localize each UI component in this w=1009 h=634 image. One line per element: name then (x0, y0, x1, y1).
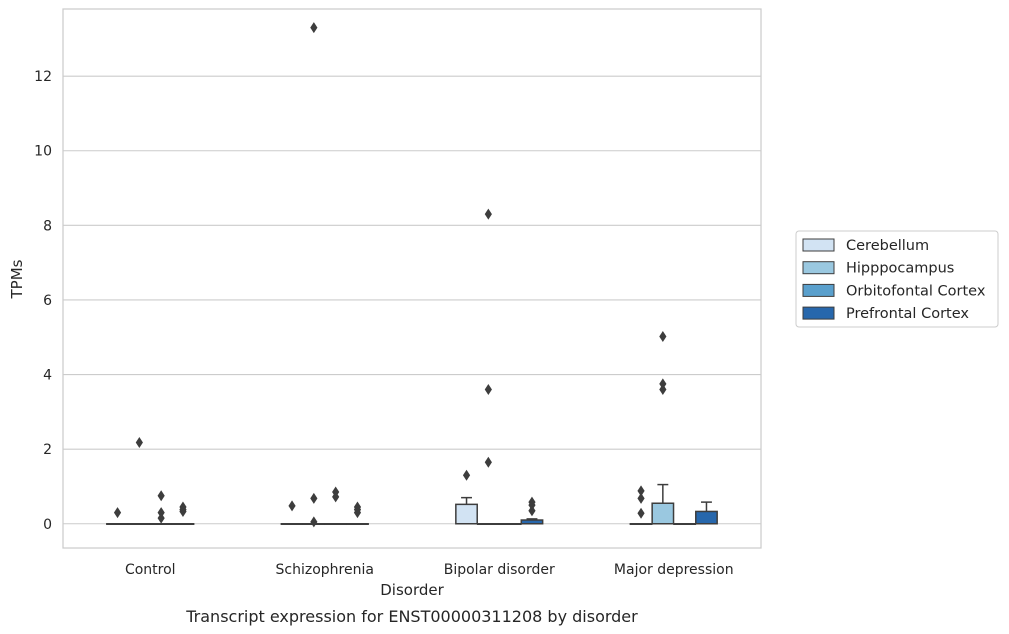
plot-frame (62, 8, 762, 549)
outlier-point (659, 378, 667, 390)
legend-label: Orbitofontal Cortex (846, 283, 986, 299)
box-group (324, 486, 348, 526)
outlier-point (637, 507, 645, 519)
box-group (127, 436, 151, 526)
box-group (346, 501, 369, 526)
outlier-point (528, 499, 536, 511)
box-group (280, 500, 304, 526)
y-tick-label: 8 (43, 218, 52, 234)
x-tick-label: Bipolar disorder (444, 562, 555, 578)
outlier-point (659, 383, 667, 395)
outlier-point (179, 505, 187, 517)
outlier-point (157, 512, 165, 524)
box-group (455, 469, 478, 525)
y-tick-label: 12 (34, 69, 52, 85)
x-tick-label: Schizophrenia (276, 562, 374, 578)
legend-item: Cerebellum (802, 238, 929, 254)
legend-frame (795, 230, 999, 328)
x-tick-label: Major depression (614, 562, 734, 578)
y-tick-label: 10 (34, 144, 52, 160)
plot-marks (106, 22, 718, 528)
outlier-point (353, 507, 362, 519)
y-tick-label: 0 (43, 517, 52, 533)
box-group (171, 501, 195, 526)
legend-label: Hipppocampus (846, 261, 954, 277)
outlier-point (637, 492, 645, 504)
y-tick-labels: 0 2 4 6 8 10 12 (34, 69, 52, 533)
outlier-point (157, 490, 165, 502)
y-axis-title: TPMs (8, 259, 26, 299)
y-tick-label: 2 (43, 442, 52, 458)
legend-item: Prefrontal Cortex (802, 306, 969, 322)
box (455, 503, 478, 525)
outlier-point (310, 516, 318, 528)
outlier-point (484, 208, 492, 220)
box (695, 510, 718, 525)
outlier-point (637, 485, 645, 497)
box-group (106, 507, 129, 526)
outlier-point (659, 331, 667, 343)
legend: Cerebellum Hipppocampus Orbitofontal Corte… (795, 230, 999, 328)
chart-caption: Transcript expression for ENST0000031120… (185, 607, 638, 626)
outlier-point (484, 456, 492, 468)
outlier-point (484, 383, 492, 395)
legend-swatch (802, 283, 835, 297)
x-tick-labels: Control Schizophrenia Bipolar disorder Majo… (125, 562, 734, 578)
outlier-point (332, 491, 340, 503)
box-group (651, 331, 675, 525)
legend-label: Cerebellum (846, 238, 929, 254)
box-group (476, 208, 500, 526)
legend-label: Prefrontal Cortex (846, 306, 969, 322)
box-group (695, 501, 718, 525)
legend-swatch (802, 306, 835, 320)
outlier-point (528, 505, 536, 517)
box-group (302, 22, 326, 528)
outlier-point (462, 469, 471, 481)
box-group (520, 496, 544, 525)
box-group (673, 523, 697, 526)
gridlines (63, 75, 761, 525)
legend-swatch (802, 261, 835, 275)
box (651, 502, 675, 525)
legend-item: Hipppocampus (802, 261, 954, 277)
legend-swatch (802, 238, 835, 252)
outlier-point (135, 436, 143, 448)
y-tick-label: 4 (43, 368, 52, 384)
y-tick-label: 6 (43, 293, 52, 309)
box-group (629, 485, 653, 526)
x-axis-title: Disorder (380, 581, 444, 599)
box-group (149, 490, 173, 526)
box-group (498, 523, 522, 526)
outlier-point (310, 492, 318, 504)
outlier-point (113, 507, 122, 519)
outlier-point (310, 22, 318, 34)
outlier-point (157, 507, 165, 519)
legend-item: Orbitofontal Cortex (802, 283, 986, 299)
outlier-point (288, 500, 296, 512)
x-tick-label: Control (125, 562, 176, 578)
